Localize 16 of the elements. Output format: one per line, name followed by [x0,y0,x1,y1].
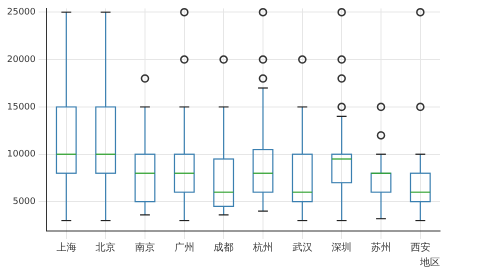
x-tick-label: 杭州 [252,242,273,254]
x-tick-label: 北京 [96,242,116,254]
y-tick-label: 15000 [6,102,36,112]
x-tick-label: 南京 [134,242,155,254]
x-tick-label: 西安 [410,242,430,254]
x-tick-label: 上海 [56,242,76,254]
x-axis-title: 地区 [419,256,440,269]
x-tick-label: 成都 [214,242,234,254]
x-tick-label: 深圳 [332,242,352,254]
x-tick-label: 苏州 [370,242,391,254]
y-tick-label: 20000 [6,54,36,65]
y-tick-label: 25000 [6,8,36,18]
y-tick-label: 5000 [12,196,36,207]
y-tick-label: 10000 [6,150,36,160]
x-tick-label: 广州 [174,242,194,254]
x-tick-label: 武汉 [292,242,312,254]
